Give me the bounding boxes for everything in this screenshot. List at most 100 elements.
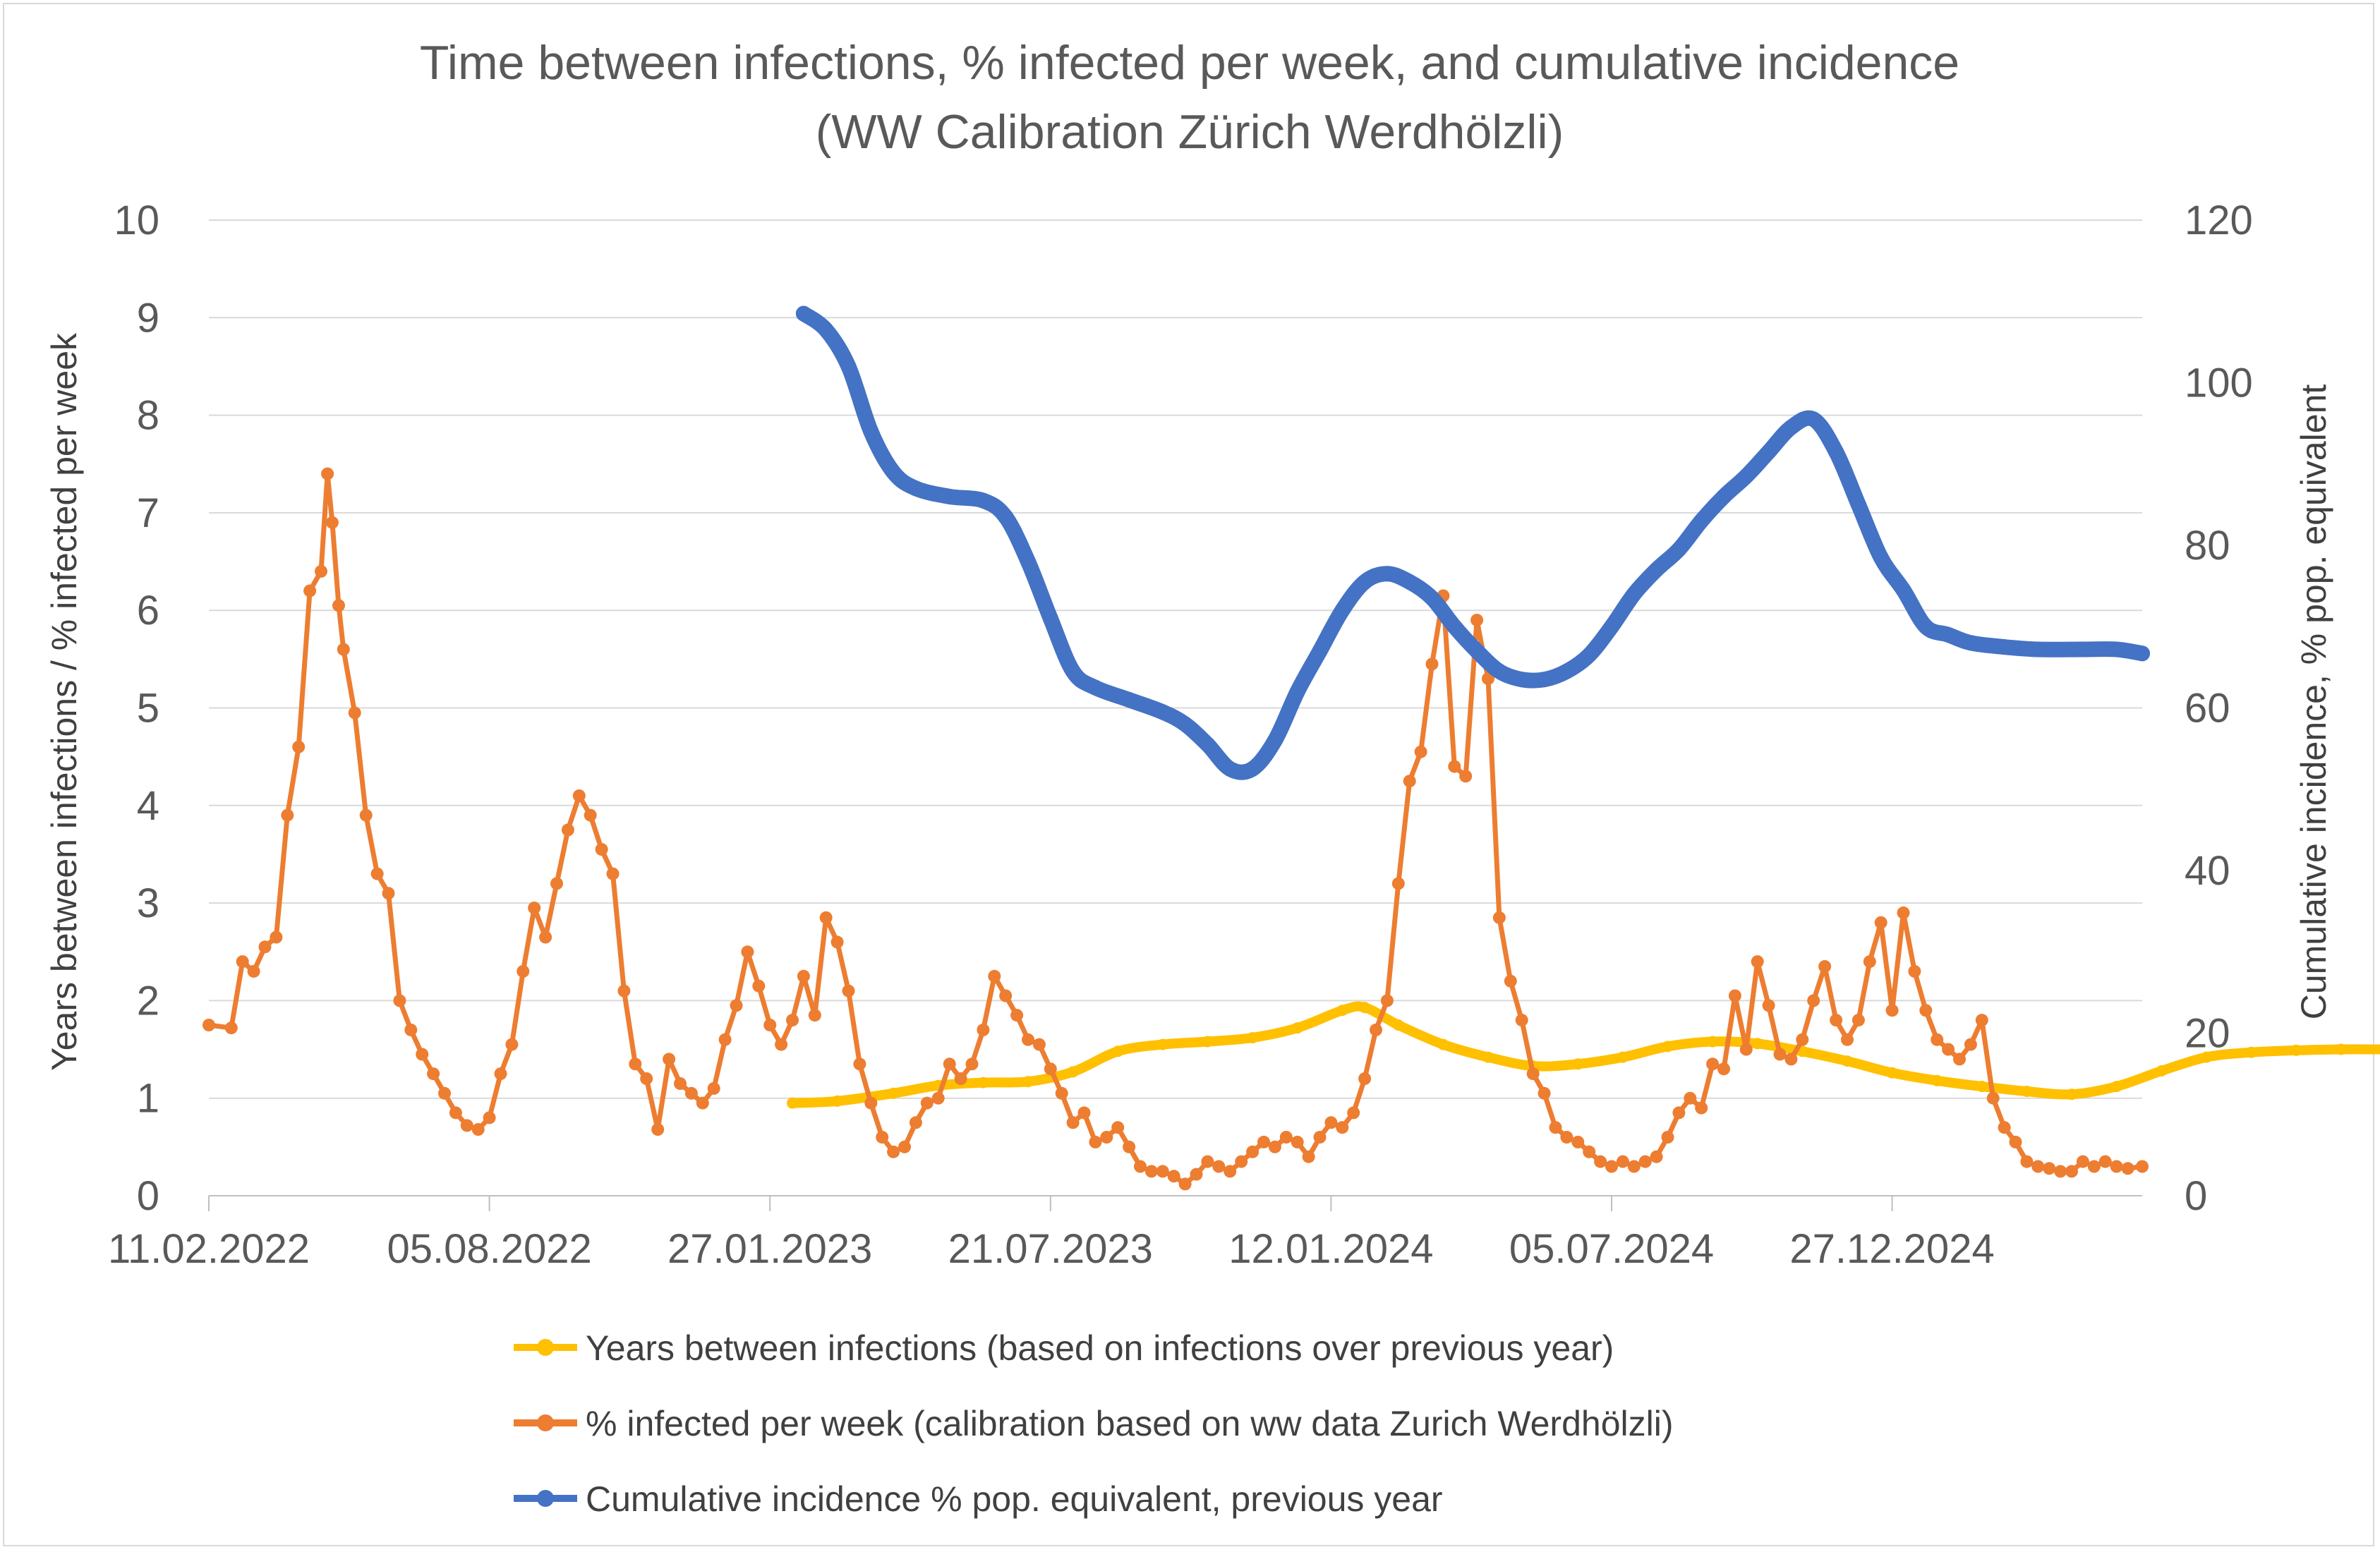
series-cumulative-incidence (795, 305, 2150, 780)
data-point (1359, 1002, 1371, 1014)
y-left-tick-label: 6 (137, 588, 159, 633)
data-point (1807, 994, 1820, 1007)
data-point (1940, 626, 1957, 643)
data-point (988, 969, 1001, 983)
data-point (404, 1023, 418, 1036)
data-point (258, 940, 272, 954)
data-point (1504, 974, 1517, 988)
data-point (1662, 1041, 1674, 1053)
data-point (943, 1057, 956, 1071)
data-point (1693, 513, 1710, 529)
y-right-tick-label: 120 (2185, 198, 2253, 243)
data-point (1336, 1121, 1349, 1134)
data-point (1594, 1155, 1607, 1168)
y-right-tick-label: 40 (2185, 848, 2230, 894)
y-left-tick-label: 4 (137, 783, 159, 829)
data-point (1267, 732, 1283, 748)
data-point (1571, 1135, 1585, 1148)
data-point (1863, 955, 1876, 969)
y-left-tick-label: 5 (137, 686, 159, 732)
data-point (321, 467, 334, 480)
data-point (1895, 582, 1911, 598)
y-left-axis-title: Years between infections / % infected pe… (44, 332, 84, 1071)
data-point (887, 1145, 900, 1158)
x-axis: 11.02.2022 05.08.2022 27.01.2023 21.07.2023… (108, 1196, 1995, 1272)
data-point (1065, 663, 1081, 679)
data-point (1559, 663, 1575, 679)
data-point (1167, 1170, 1180, 1183)
data-point (1627, 1160, 1641, 1173)
data-point (370, 867, 384, 880)
data-point (1357, 574, 1373, 590)
data-point (1156, 1165, 1169, 1178)
data-point (763, 1019, 777, 1031)
data-point (1818, 960, 1832, 973)
data-point (2110, 1160, 2123, 1173)
data-point (483, 1111, 496, 1124)
data-point (1716, 488, 1732, 504)
x-tick-label: 12.01.2024 (1228, 1226, 1433, 1272)
data-point (1334, 602, 1351, 619)
y-right-tick-label: 80 (2185, 523, 2230, 569)
data-point (1403, 775, 1416, 788)
data-point (2098, 1155, 2112, 1168)
data-point (1942, 1043, 1955, 1056)
data-point (1706, 1057, 1720, 1071)
data-point (1626, 586, 1642, 602)
data-point (718, 1033, 732, 1046)
data-point (1828, 444, 1844, 460)
data-point (898, 1140, 911, 1153)
data-point (1783, 419, 1799, 435)
data-point (1111, 1121, 1125, 1134)
data-point (1707, 1036, 1719, 1048)
data-point (1302, 1150, 1315, 1163)
data-point (1044, 1062, 1057, 1076)
data-point (1257, 1135, 1270, 1148)
data-point (1605, 1160, 1618, 1173)
data-point (1986, 1091, 2000, 1105)
data-point (1885, 1004, 1899, 1017)
data-point (1931, 1033, 1944, 1046)
legend-item-infected-per-week: % infected per week (calibration based o… (514, 1404, 1673, 1443)
data-point (651, 1123, 665, 1136)
data-point (1897, 906, 1910, 919)
data-point (1873, 550, 1889, 566)
data-point (382, 887, 395, 900)
data-point (1066, 1116, 1080, 1129)
data-point (1482, 1051, 1494, 1063)
data-point (2087, 1160, 2101, 1173)
data-point (2290, 1044, 2302, 1056)
data-point (2030, 641, 2046, 657)
data-point (1448, 760, 1461, 773)
data-point (1806, 411, 1822, 428)
data-point (1268, 1140, 1281, 1153)
data-point (494, 1067, 507, 1081)
y-left-axis: 0 1 2 3 4 5 6 7 8 9 10 (114, 198, 159, 1219)
data-point (332, 599, 345, 612)
data-point (1291, 1022, 1303, 1034)
y-right-axis-title: Cumulative incidence, % pop. equivalent (2294, 384, 2333, 1020)
data-point (1998, 1121, 2011, 1134)
data-point (1515, 1014, 1528, 1027)
data-point (876, 1131, 889, 1144)
data-point (1617, 1051, 1629, 1063)
data-point (1842, 1055, 1853, 1067)
data-point (337, 643, 350, 656)
data-point (1470, 614, 1484, 626)
data-point (1279, 1131, 1293, 1144)
data-point (1201, 1155, 1214, 1168)
data-point (2054, 1165, 2067, 1178)
data-point (1212, 1160, 1226, 1173)
legend-marker-infected-per-week (537, 1414, 554, 1431)
data-point (1144, 1165, 1158, 1178)
y-right-tick-label: 0 (2185, 1173, 2207, 1219)
legend-label-years-between: Years between infections (based on infec… (586, 1328, 1614, 1368)
x-tick-label: 05.07.2024 (1509, 1226, 1714, 1272)
data-point (1087, 679, 1104, 696)
series-years-between-infections (787, 1001, 2380, 1109)
data-point (998, 509, 1014, 525)
chart-subtitle: (WW Calibration Zürich Werdhölzli) (816, 105, 1564, 159)
data-point (818, 322, 834, 338)
data-point (853, 1057, 866, 1071)
data-point (1739, 1043, 1753, 1056)
